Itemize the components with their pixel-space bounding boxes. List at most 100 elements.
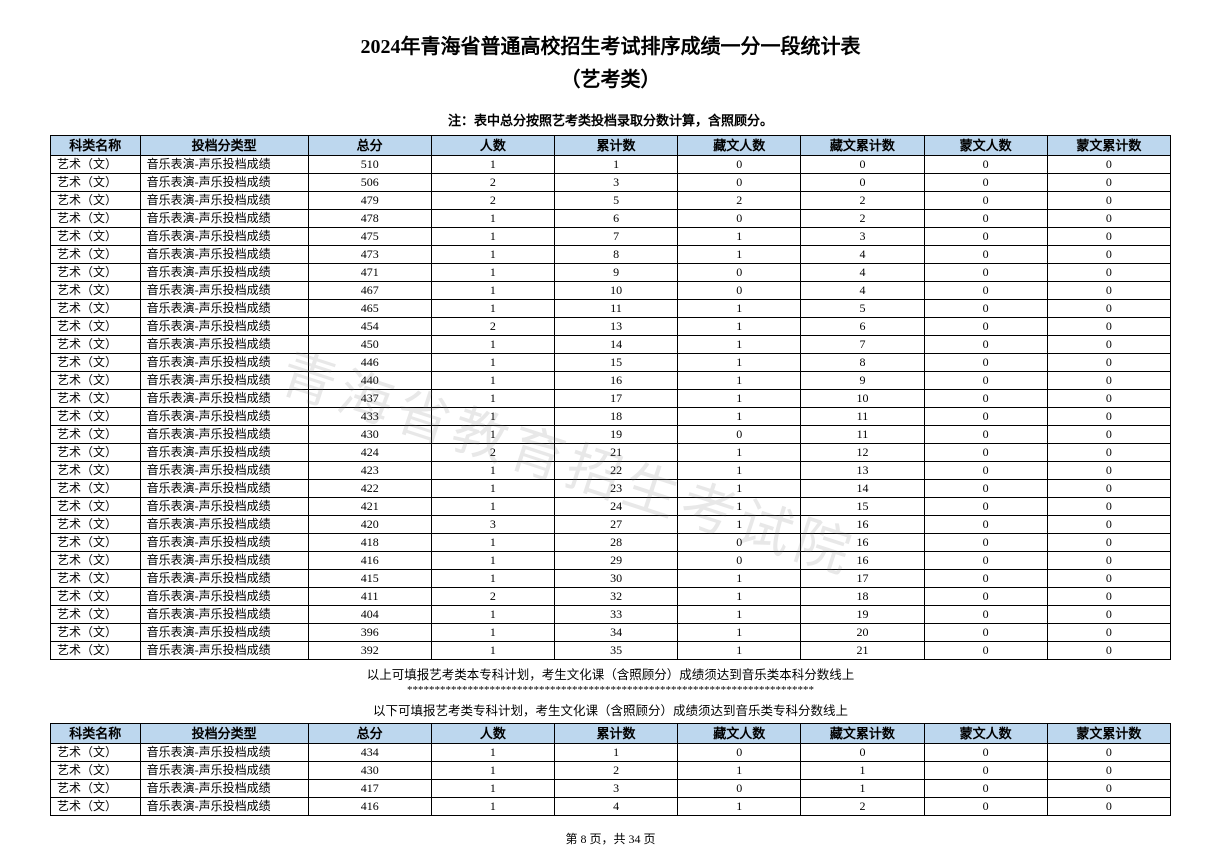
cell-value: 0: [1047, 174, 1170, 192]
cell-value: 1: [431, 570, 554, 588]
cell-value: 16: [801, 534, 924, 552]
cell-value: 20: [801, 624, 924, 642]
cell-value: 1: [554, 744, 677, 762]
cell-value: 0: [1047, 798, 1170, 816]
cell-value: 7: [554, 228, 677, 246]
cell-value: 0: [924, 570, 1047, 588]
table-row: 艺术（文）音乐表演-声乐投档成绩430121100: [51, 762, 1171, 780]
cell-type: 音乐表演-声乐投档成绩: [140, 744, 308, 762]
cell-value: 1: [678, 336, 801, 354]
cell-category: 艺术（文）: [51, 480, 141, 498]
cell-value: 2: [554, 762, 677, 780]
cell-value: 0: [924, 174, 1047, 192]
cell-value: 0: [924, 390, 1047, 408]
table-row: 艺术（文）音乐表演-声乐投档成绩475171300: [51, 228, 1171, 246]
cell-value: 1: [431, 300, 554, 318]
cell-value: 1: [678, 372, 801, 390]
cell-value: 5: [554, 192, 677, 210]
cell-category: 艺术（文）: [51, 210, 141, 228]
cell-value: 1: [431, 624, 554, 642]
cell-value: 34: [554, 624, 677, 642]
cell-value: 1: [678, 606, 801, 624]
cell-value: 404: [308, 606, 431, 624]
table-row: 艺术（文）音乐表演-声乐投档成绩39213512100: [51, 642, 1171, 660]
cell-value: 416: [308, 798, 431, 816]
cell-value: 0: [1047, 210, 1170, 228]
cell-value: 13: [801, 462, 924, 480]
cell-value: 0: [924, 300, 1047, 318]
cell-type: 音乐表演-声乐投档成绩: [140, 192, 308, 210]
table-row: 艺术（文）音乐表演-声乐投档成绩42032711600: [51, 516, 1171, 534]
cell-value: 24: [554, 498, 677, 516]
cell-value: 0: [924, 480, 1047, 498]
cell-value: 422: [308, 480, 431, 498]
cell-value: 0: [924, 642, 1047, 660]
table-row: 艺术（文）音乐表演-声乐投档成绩43311811100: [51, 408, 1171, 426]
cell-value: 32: [554, 588, 677, 606]
cell-value: 0: [924, 516, 1047, 534]
cell-type: 音乐表演-声乐投档成绩: [140, 354, 308, 372]
cell-value: 0: [678, 210, 801, 228]
col-header: 蒙文累计数: [1047, 136, 1170, 156]
score-table-top: 科类名称投档分类型总分人数累计数藏文人数藏文累计数蒙文人数蒙文累计数 艺术（文）…: [50, 135, 1171, 660]
cell-value: 0: [1047, 762, 1170, 780]
table-row: 艺术（文）音乐表演-声乐投档成绩4542131600: [51, 318, 1171, 336]
table-row: 艺术（文）音乐表演-声乐投档成绩416141200: [51, 798, 1171, 816]
cell-value: 0: [924, 744, 1047, 762]
cell-value: 1: [431, 210, 554, 228]
col-header: 蒙文累计数: [1047, 724, 1170, 744]
cell-value: 471: [308, 264, 431, 282]
cell-category: 艺术（文）: [51, 744, 141, 762]
cell-value: 17: [554, 390, 677, 408]
cell-value: 1: [554, 156, 677, 174]
cell-value: 0: [1047, 552, 1170, 570]
cell-value: 30: [554, 570, 677, 588]
cell-category: 艺术（文）: [51, 408, 141, 426]
mid-note-2: 以下可填报艺考类专科计划，考生文化课（含照顾分）成绩须达到音乐类专科分数线上: [50, 700, 1171, 719]
cell-value: 396: [308, 624, 431, 642]
cell-category: 艺术（文）: [51, 552, 141, 570]
cell-category: 艺术（文）: [51, 174, 141, 192]
cell-value: 440: [308, 372, 431, 390]
cell-value: 415: [308, 570, 431, 588]
cell-category: 艺术（文）: [51, 516, 141, 534]
cell-value: 0: [1047, 336, 1170, 354]
table-row: 艺术（文）音乐表演-声乐投档成绩479252200: [51, 192, 1171, 210]
cell-value: 433: [308, 408, 431, 426]
cell-value: 0: [1047, 390, 1170, 408]
cell-type: 音乐表演-声乐投档成绩: [140, 174, 308, 192]
cell-value: 437: [308, 390, 431, 408]
cell-type: 音乐表演-声乐投档成绩: [140, 762, 308, 780]
cell-value: 420: [308, 516, 431, 534]
cell-value: 1: [431, 408, 554, 426]
cell-value: 3: [554, 174, 677, 192]
col-header: 投档分类型: [140, 724, 308, 744]
cell-value: 1: [431, 552, 554, 570]
cell-type: 音乐表演-声乐投档成绩: [140, 642, 308, 660]
cell-value: 18: [801, 588, 924, 606]
cell-category: 艺术（文）: [51, 798, 141, 816]
cell-category: 艺术（文）: [51, 282, 141, 300]
table-row: 艺术（文）音乐表演-声乐投档成绩473181400: [51, 246, 1171, 264]
cell-category: 艺术（文）: [51, 318, 141, 336]
divider-stars: ****************************************…: [50, 684, 1171, 696]
cell-value: 421: [308, 498, 431, 516]
table-row: 艺术（文）音乐表演-声乐投档成绩506230000: [51, 174, 1171, 192]
table-row: 艺术（文）音乐表演-声乐投档成绩41612901600: [51, 552, 1171, 570]
cell-value: 8: [554, 246, 677, 264]
cell-value: 1: [431, 642, 554, 660]
cell-value: 0: [678, 156, 801, 174]
cell-value: 1: [678, 498, 801, 516]
cell-value: 1: [678, 624, 801, 642]
cell-value: 465: [308, 300, 431, 318]
cell-value: 23: [554, 480, 677, 498]
cell-type: 音乐表演-声乐投档成绩: [140, 228, 308, 246]
cell-value: 479: [308, 192, 431, 210]
cell-value: 446: [308, 354, 431, 372]
cell-value: 0: [924, 156, 1047, 174]
cell-value: 0: [678, 744, 801, 762]
cell-value: 0: [924, 606, 1047, 624]
cell-value: 0: [924, 354, 1047, 372]
cell-value: 0: [1047, 462, 1170, 480]
cell-category: 艺术（文）: [51, 300, 141, 318]
